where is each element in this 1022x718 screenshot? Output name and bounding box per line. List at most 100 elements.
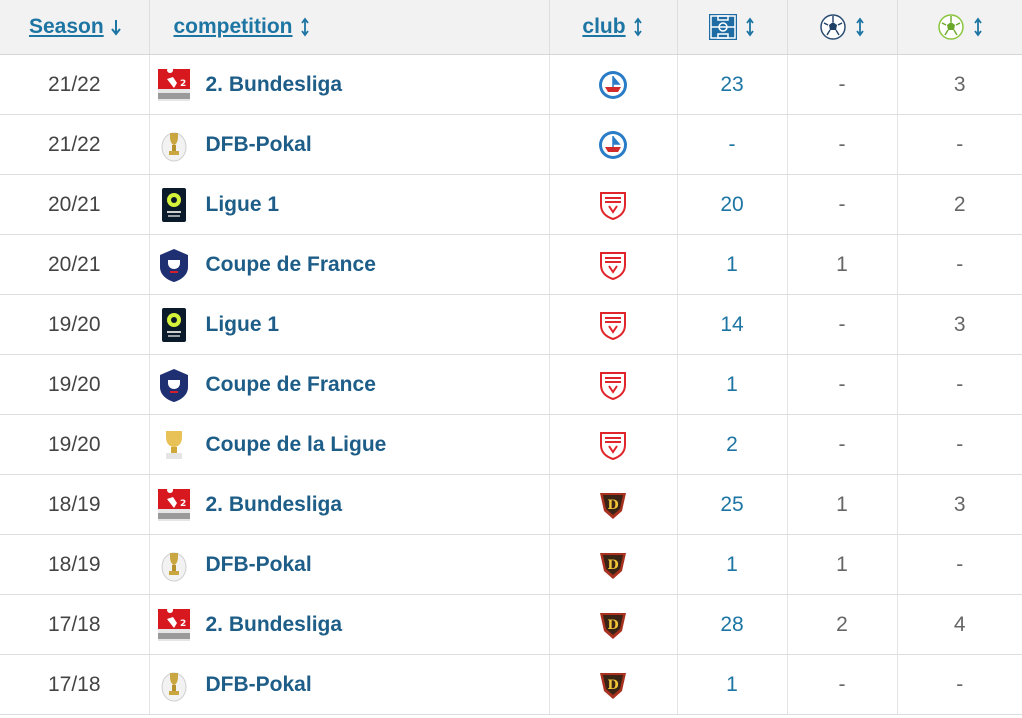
dfb-pokal-logo[interactable]	[156, 127, 192, 163]
appearances-link[interactable]: 20	[720, 192, 744, 216]
coupe-de-la-ligue-logo[interactable]	[156, 427, 192, 463]
ligue1-logo[interactable]	[156, 187, 192, 223]
nimes-crest[interactable]	[597, 309, 629, 341]
dynamo-dresden-crest[interactable]	[597, 549, 629, 581]
competition-cell: Ligue 1	[148, 294, 549, 355]
dfb-pokal-logo[interactable]	[156, 667, 192, 703]
competition-cell: 2. Bundesliga	[148, 474, 549, 535]
appearances-cell: 28	[676, 594, 787, 655]
table-row: 20/21 Ligue 1 20 -2	[0, 174, 1022, 235]
nimes-crest[interactable]	[597, 369, 629, 401]
appearances-cell: 1	[676, 234, 787, 295]
goals-cell: -	[786, 354, 897, 415]
sort-icon[interactable]	[744, 17, 756, 37]
competition-sort-link[interactable]: competition	[173, 15, 293, 38]
hansa-rostock-crest[interactable]	[597, 129, 629, 161]
table-row: 19/20 Ligue 1 14 -3	[0, 294, 1022, 355]
club-cell	[548, 414, 677, 475]
appearances-link[interactable]: 1	[726, 672, 738, 696]
competition-cell: 2. Bundesliga	[148, 54, 549, 115]
goals-cell: -	[786, 54, 897, 115]
appearances-link[interactable]: 25	[720, 492, 744, 516]
competition-link[interactable]: Coupe de la Ligue	[205, 432, 387, 456]
coupe-de-france-logo[interactable]	[156, 367, 192, 403]
table-header: Season competition club	[0, 0, 1022, 55]
sort-icon[interactable]	[972, 17, 984, 37]
goals-header[interactable]	[786, 0, 897, 55]
table-row: 19/20 Coupe de France 1 - -	[0, 354, 1022, 415]
competition-header[interactable]: competition	[148, 0, 549, 55]
dfb-pokal-logo[interactable]	[156, 547, 192, 583]
appearances-link[interactable]: 1	[726, 372, 738, 396]
competition-link[interactable]: Coupe de France	[205, 252, 376, 276]
competition-link[interactable]: Ligue 1	[205, 312, 280, 336]
season-cell: 18/19	[0, 534, 149, 595]
season-cell: 21/22	[0, 54, 149, 115]
appearances-link[interactable]: 23	[720, 72, 744, 96]
sort-descending-icon[interactable]	[110, 17, 122, 37]
appearances-link[interactable]: 28	[720, 612, 744, 636]
goals-cell: 2	[786, 594, 897, 655]
bundesliga2-logo[interactable]	[156, 607, 192, 643]
appearances-cell: 25	[676, 474, 787, 535]
competition-cell: 2. Bundesliga	[148, 594, 549, 655]
appearances-header[interactable]	[676, 0, 787, 55]
assists-header[interactable]	[896, 0, 1022, 55]
appearances-cell: 1	[676, 654, 787, 715]
season-cell: 20/21	[0, 234, 149, 295]
club-cell	[548, 354, 677, 415]
season-sort-link[interactable]: Season	[29, 15, 104, 38]
table-row: 18/19 DFB-Pokal 1 1-	[0, 534, 1022, 595]
coupe-de-france-logo[interactable]	[156, 247, 192, 283]
sort-icon[interactable]	[854, 17, 866, 37]
appearances-link[interactable]: -	[728, 132, 736, 156]
season-header[interactable]: Season	[0, 0, 149, 55]
club-sort-link[interactable]: club	[582, 15, 626, 38]
nimes-crest[interactable]	[597, 429, 629, 461]
competition-link[interactable]: DFB-Pokal	[205, 552, 312, 576]
season-cell: 21/22	[0, 114, 149, 175]
assists-cell: -	[896, 654, 1022, 715]
appearances-link[interactable]: 1	[726, 252, 738, 276]
appearances-cell: 14	[676, 294, 787, 355]
season-cell: 19/20	[0, 414, 149, 475]
competition-link[interactable]: 2. Bundesliga	[205, 72, 343, 96]
appearances-cell: 1	[676, 354, 787, 415]
competition-link[interactable]: 2. Bundesliga	[205, 612, 343, 636]
assists-cell: 3	[896, 474, 1022, 535]
appearances-cell: 20	[676, 174, 787, 235]
ball-icon[interactable]	[818, 12, 848, 42]
sort-icon[interactable]	[299, 17, 311, 37]
ligue1-logo[interactable]	[156, 307, 192, 343]
sort-icon[interactable]	[632, 17, 644, 37]
dynamo-dresden-crest[interactable]	[597, 489, 629, 521]
competition-link[interactable]: Coupe de France	[205, 372, 376, 396]
hansa-rostock-crest[interactable]	[597, 69, 629, 101]
appearances-link[interactable]: 2	[726, 432, 738, 456]
competition-link[interactable]: Ligue 1	[205, 192, 280, 216]
competition-link[interactable]: DFB-Pokal	[205, 132, 312, 156]
nimes-crest[interactable]	[597, 249, 629, 281]
goals-cell: -	[786, 114, 897, 175]
table-body: 21/22 2. Bundesliga 23-3 21/22 DFB-Pokal - - -2…	[0, 54, 1022, 715]
bundesliga2-logo[interactable]	[156, 487, 192, 523]
season-cell: 19/20	[0, 294, 149, 355]
competition-link[interactable]: 2. Bundesliga	[205, 492, 343, 516]
pitch-icon[interactable]	[708, 12, 738, 42]
nimes-crest[interactable]	[597, 189, 629, 221]
competition-link[interactable]: DFB-Pokal	[205, 672, 312, 696]
club-cell	[548, 534, 677, 595]
competition-cell: Coupe de France	[148, 354, 549, 415]
table-row: 19/20 Coupe de la Ligue 2 - -	[0, 414, 1022, 475]
dynamo-dresden-crest[interactable]	[597, 609, 629, 641]
club-header[interactable]: club	[548, 0, 677, 55]
appearances-link[interactable]: 1	[726, 552, 738, 576]
appearances-link[interactable]: 14	[720, 312, 744, 336]
goals-cell: -	[786, 294, 897, 355]
bundesliga2-logo[interactable]	[156, 67, 192, 103]
assist-ball-icon[interactable]	[936, 12, 966, 42]
table-row: 21/22 2. Bundesliga 23 -3	[0, 54, 1022, 115]
table-row: 21/22 DFB-Pokal - - -	[0, 114, 1022, 175]
dynamo-dresden-crest[interactable]	[597, 669, 629, 701]
